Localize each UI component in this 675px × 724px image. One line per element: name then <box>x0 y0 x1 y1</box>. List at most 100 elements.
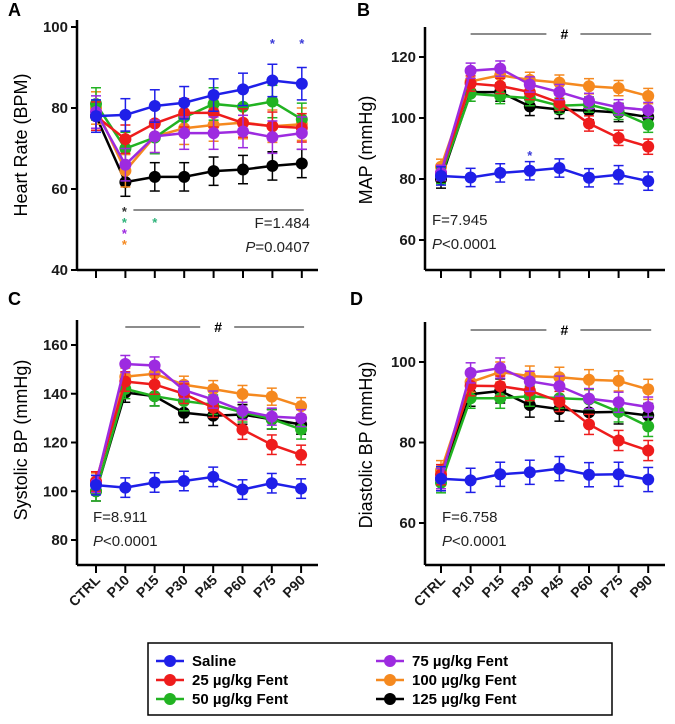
data-point <box>266 131 279 144</box>
data-point <box>642 140 655 153</box>
legend-label: Saline <box>192 653 236 670</box>
x-tick-label: P30 <box>162 572 191 601</box>
data-point <box>464 366 477 379</box>
data-point <box>236 404 249 417</box>
data-point <box>265 390 278 403</box>
data-point <box>207 165 220 178</box>
data-point <box>642 175 655 188</box>
x-tick-label: P30 <box>508 572 537 601</box>
data-point <box>177 406 190 419</box>
data-point <box>553 462 566 475</box>
legend-label: 125 µg/kg Fent <box>412 691 517 708</box>
y-tick-label: 140 <box>43 386 68 403</box>
data-point <box>583 418 595 431</box>
f-statistic: F=1.484 <box>255 215 310 232</box>
series-4 <box>435 60 655 182</box>
y-tick-label: 40 <box>51 262 68 279</box>
data-point <box>148 170 161 183</box>
p-symbol: P <box>432 236 442 253</box>
x-tick-label: P45 <box>191 572 220 601</box>
data-point <box>612 396 625 409</box>
legend-item: 75 µg/kg Fent <box>376 653 508 670</box>
data-point <box>295 77 308 90</box>
data-point <box>494 468 507 481</box>
series-1 <box>435 158 655 192</box>
x-tick-label: P45 <box>538 572 567 601</box>
x-tick-label: P60 <box>221 572 250 601</box>
panel-letter: A <box>8 0 21 20</box>
data-point <box>464 64 477 77</box>
data-point <box>642 401 655 414</box>
x-tick-label: P90 <box>279 572 308 601</box>
data-point <box>237 83 249 96</box>
significance-star: * <box>122 226 128 241</box>
data-point <box>583 392 595 405</box>
y-tick-label: 120 <box>43 435 68 452</box>
data-point <box>612 131 625 144</box>
data-point <box>148 476 161 489</box>
data-point <box>642 90 655 103</box>
data-point <box>583 468 595 481</box>
panel-b: B MAP (mmHg) 60 80 100 120 F=7.945 P<0.0001 # * <box>356 0 665 278</box>
data-point <box>148 99 161 112</box>
data-point <box>523 466 536 479</box>
data-point <box>494 380 507 393</box>
x-tick-label: CTRL <box>65 571 103 609</box>
series-1 <box>90 63 308 134</box>
data-point <box>583 117 595 130</box>
data-point <box>236 387 249 400</box>
data-point <box>464 171 477 184</box>
legend-marker <box>384 674 396 686</box>
data-point <box>494 79 507 92</box>
x-tick-label: P75 <box>597 572 626 601</box>
significance-star: * <box>122 204 128 219</box>
legend-marker <box>164 693 176 705</box>
data-point <box>612 82 625 95</box>
data-point <box>266 95 279 108</box>
data-point <box>237 125 249 138</box>
data-point <box>553 76 566 89</box>
data-point <box>178 170 191 183</box>
data-point <box>178 96 191 109</box>
p-value: P<0.0001 <box>93 533 158 550</box>
panel-letter: B <box>357 0 370 20</box>
legend-label: 25 µg/kg Fent <box>192 672 288 689</box>
x-tick-label: P10 <box>449 572 478 601</box>
data-point <box>642 383 655 396</box>
significance-star: * <box>122 215 128 230</box>
significance-star: * <box>527 148 533 163</box>
data-point <box>207 106 220 119</box>
y-tick-label: 120 <box>391 49 416 66</box>
panel-d: D Diastolic BP (mmHg) 60 80 100 CTRL P10 P15 P30… <box>350 289 665 610</box>
legend: Saline 25 µg/kg Fent 50 µg/kg Fent 75 µg/kg… <box>147 642 613 716</box>
legend-marker <box>384 693 396 705</box>
data-point <box>494 62 507 75</box>
p-value: P<0.0001 <box>442 533 507 550</box>
x-tick-label: P60 <box>567 572 596 601</box>
data-point <box>295 448 308 461</box>
significance-star: * <box>270 36 276 51</box>
data-point <box>435 472 447 485</box>
legend-item: 50 µg/kg Fent <box>156 691 288 708</box>
legend-marker <box>384 655 396 667</box>
legend-marker <box>164 655 176 667</box>
series-2 <box>435 75 655 182</box>
p-symbol: P <box>442 533 452 550</box>
data-point <box>295 412 308 425</box>
x-tick-label: P75 <box>250 572 279 601</box>
data-point <box>553 86 566 99</box>
y-tick-label: 80 <box>51 100 68 117</box>
significance-star: * <box>122 237 128 252</box>
legend-label: 100 µg/kg Fent <box>412 672 517 689</box>
y-tick-label: 100 <box>43 483 68 500</box>
y-tick-label: 60 <box>51 181 68 198</box>
p-value-text: <0.0001 <box>452 533 507 550</box>
data-point <box>119 133 132 146</box>
y-axis-title: Heart Rate (BPM) <box>11 73 31 216</box>
data-point <box>523 78 536 91</box>
hash-mark: # <box>214 319 222 335</box>
data-point <box>612 374 625 387</box>
data-point <box>119 108 132 121</box>
data-point <box>119 158 132 171</box>
